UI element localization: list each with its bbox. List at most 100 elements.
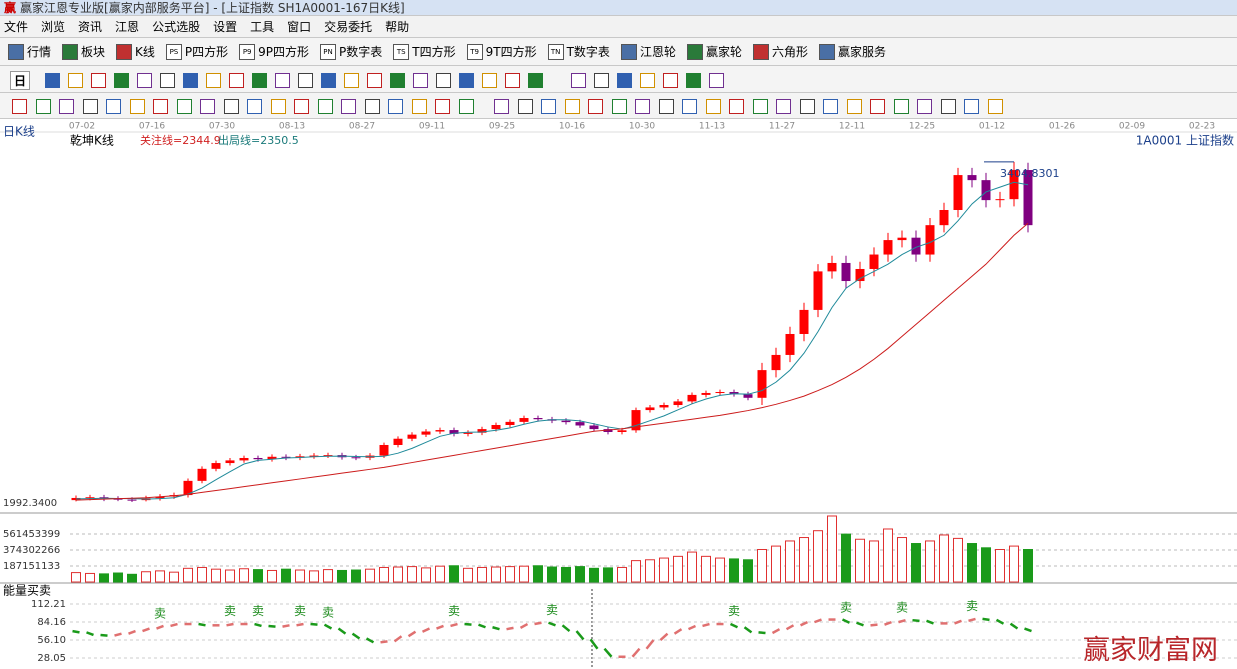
tool-icon[interactable] — [846, 99, 862, 114]
tool-icon[interactable] — [505, 73, 520, 88]
tool-icon[interactable] — [137, 73, 152, 88]
tool-icon[interactable] — [12, 99, 27, 114]
tool-icon[interactable] — [541, 99, 556, 114]
tool-icon[interactable] — [275, 73, 290, 88]
toolbar-button[interactable]: 江恩轮 — [620, 43, 676, 60]
tool-icon[interactable] — [252, 73, 267, 88]
tool-icon[interactable] — [247, 99, 262, 114]
menu-item[interactable]: 交易委托 — [324, 20, 373, 34]
tool-icon[interactable] — [640, 73, 655, 88]
tool-icon[interactable] — [571, 73, 586, 88]
tool-icon[interactable] — [229, 73, 244, 88]
tool-icon[interactable] — [617, 73, 632, 88]
tool-icon[interactable] — [564, 99, 580, 114]
candle-body — [351, 457, 361, 459]
indicator-dash — [856, 621, 864, 627]
toolbar-button[interactable]: PN P数字表 — [320, 43, 382, 60]
tool-icon[interactable] — [411, 99, 427, 114]
tool-icon[interactable] — [183, 73, 198, 88]
tool-icon[interactable] — [752, 99, 768, 114]
tool-icon[interactable] — [106, 99, 121, 114]
tool-icon[interactable] — [611, 99, 627, 114]
tool-icon[interactable] — [298, 73, 313, 88]
menu-item[interactable]: 江恩 — [115, 20, 140, 34]
tool-icon[interactable] — [35, 99, 51, 114]
tool-icon[interactable] — [176, 99, 192, 114]
toolbar-button[interactable]: 行情 — [8, 43, 51, 60]
tool-icon[interactable] — [206, 73, 221, 88]
tool-icon[interactable] — [270, 99, 286, 114]
tool-icon[interactable] — [435, 99, 450, 114]
tool-icon[interactable] — [917, 99, 932, 114]
toolbar-button[interactable]: 板块 — [62, 43, 105, 60]
tool-icon[interactable] — [436, 73, 451, 88]
tool-icon[interactable] — [45, 73, 60, 88]
tool-icon[interactable] — [82, 99, 98, 114]
tool-icon[interactable] — [776, 99, 791, 114]
tool-icon[interactable] — [223, 99, 239, 114]
tool-icon[interactable] — [59, 99, 74, 114]
tool-icon[interactable] — [686, 73, 701, 88]
tool-icon[interactable] — [482, 73, 497, 88]
tool-icon[interactable] — [317, 99, 333, 114]
tool-icon[interactable] — [494, 99, 509, 114]
tool-icon[interactable] — [517, 99, 533, 114]
tool-icon[interactable] — [321, 73, 336, 88]
tool-icon[interactable] — [964, 99, 979, 114]
tool-icon[interactable] — [635, 99, 650, 114]
volume-bar — [897, 537, 907, 583]
tool-icon[interactable] — [367, 73, 382, 88]
tool-icon[interactable] — [893, 99, 909, 114]
menu-item[interactable]: 文件 — [4, 20, 29, 34]
menu-item[interactable]: 浏览 — [41, 20, 66, 34]
tool-icon[interactable] — [709, 73, 724, 88]
toolbar-button[interactable]: K线 — [116, 43, 155, 60]
tool-icon[interactable] — [594, 73, 609, 88]
tool-icon[interactable] — [940, 99, 956, 114]
tool-icon[interactable] — [705, 99, 721, 114]
tool-icon[interactable] — [388, 99, 403, 114]
toolbar-button[interactable]: TN T数字表 — [547, 43, 610, 60]
period-select[interactable]: 日 — [10, 71, 31, 90]
tool-icon[interactable] — [588, 99, 603, 114]
tool-icon[interactable] — [129, 99, 145, 114]
menu-item[interactable]: 窗口 — [287, 20, 312, 34]
tool-icon[interactable] — [870, 99, 885, 114]
tool-icon[interactable] — [294, 99, 309, 114]
tool-icon[interactable] — [823, 99, 838, 114]
tool-icon[interactable] — [459, 73, 474, 88]
tool-icon[interactable] — [682, 99, 697, 114]
toolbar-button[interactable]: 六角形 — [752, 43, 808, 60]
menu-item[interactable]: 公式选股 — [152, 20, 201, 34]
toolbar-button[interactable]: T9 9T四方形 — [466, 43, 537, 60]
menu-item[interactable]: 工具 — [250, 20, 275, 34]
tool-icon[interactable] — [160, 73, 175, 88]
tool-icon[interactable] — [799, 99, 815, 114]
tool-icon[interactable] — [68, 73, 83, 88]
tool-icon[interactable] — [528, 73, 543, 88]
tool-icon[interactable] — [114, 73, 129, 88]
tool-icon[interactable] — [413, 73, 428, 88]
tool-icon[interactable] — [987, 99, 1003, 114]
candle-body — [477, 429, 487, 433]
tool-icon[interactable] — [663, 73, 678, 88]
menu-item[interactable]: 设置 — [213, 20, 238, 34]
tool-icon[interactable] — [344, 73, 359, 88]
menu-item[interactable]: 资讯 — [78, 20, 103, 34]
toolbar-button[interactable]: PS P四方形 — [165, 43, 228, 60]
menu-item[interactable]: 帮助 — [385, 20, 410, 34]
volume-bar — [827, 515, 837, 583]
tool-icon[interactable] — [153, 99, 168, 114]
toolbar-button[interactable]: TS T四方形 — [393, 43, 456, 60]
tool-icon[interactable] — [658, 99, 674, 114]
tool-icon[interactable] — [390, 73, 405, 88]
toolbar-button[interactable]: P9 9P四方形 — [239, 43, 309, 60]
tool-icon[interactable] — [200, 99, 215, 114]
toolbar-button[interactable]: 赢家服务 — [818, 43, 886, 60]
toolbar-button[interactable]: 赢家轮 — [686, 43, 742, 60]
tool-icon[interactable] — [364, 99, 380, 114]
tool-icon[interactable] — [458, 99, 474, 114]
tool-icon[interactable] — [91, 73, 106, 88]
tool-icon[interactable] — [341, 99, 356, 114]
tool-icon[interactable] — [729, 99, 744, 114]
